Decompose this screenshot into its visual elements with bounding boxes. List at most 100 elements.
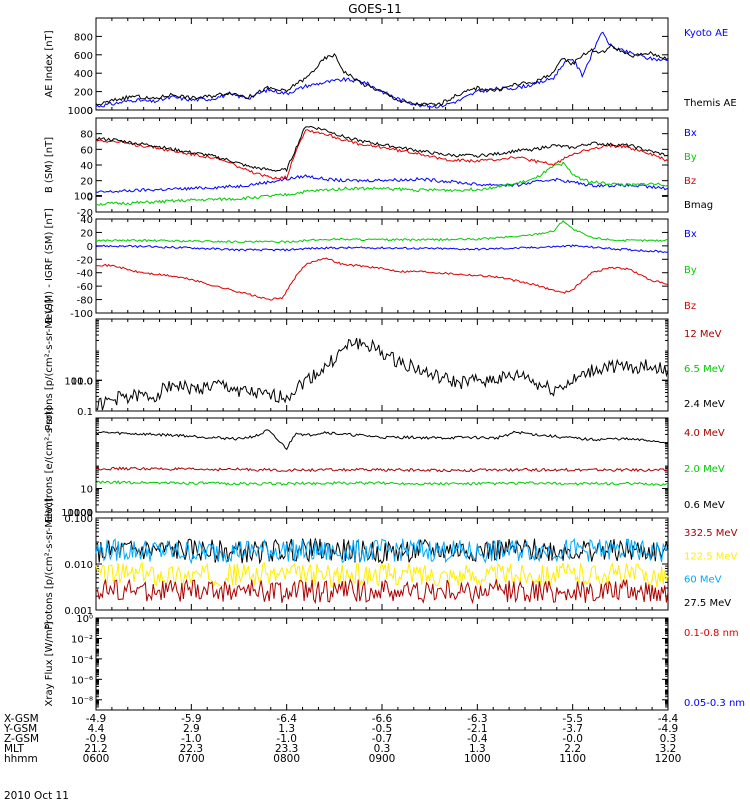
table-cell: -1.0	[276, 733, 297, 745]
legend-4-2: 0.6 MeV	[684, 500, 725, 511]
row-label-mlt: MLT	[4, 743, 24, 755]
legend-6-1: 0.05-0.3 nm	[684, 698, 745, 709]
table-cell: -6.3	[467, 713, 488, 725]
legend-5-0: 332.5 MeV	[684, 528, 738, 539]
panel-frame-3	[95, 318, 669, 412]
ytick-label-2-0: -100	[70, 309, 93, 320]
table-cell: 21.2	[84, 743, 108, 755]
ytick-label-1-2: 20	[80, 177, 93, 188]
legend-2-1: By	[684, 265, 697, 276]
legend-4-0: 4.0 MeV	[684, 428, 725, 439]
series-line-5-122-5-MeV	[95, 561, 669, 589]
table-cell: 22.3	[179, 743, 204, 755]
ytick-label-0-0: 0	[87, 106, 93, 117]
series-line-0-Kyoto-AE	[95, 31, 669, 109]
table-cell: 0900	[368, 753, 396, 765]
ytick-label-2-3: -40	[77, 269, 93, 280]
legend-1-2: Bz	[684, 176, 696, 187]
table-cell: 0.3	[659, 733, 677, 745]
series-line-0-Themis-AE	[95, 44, 669, 107]
series-line-1-By	[95, 161, 669, 206]
table-cell: 1.3	[468, 743, 486, 755]
ytick-label-2-1: -80	[77, 296, 93, 307]
table-cell: -4.9	[85, 713, 107, 725]
ylabel-1: B (SM) [nT]	[44, 137, 55, 193]
row-label-ygsm: Y-GSM	[4, 723, 38, 735]
legend-0-1: Themis AE	[683, 98, 737, 109]
series-line-5-332-5-MeV	[95, 577, 669, 605]
ytick-label-1-6: 100	[74, 192, 93, 203]
ytick-label-1-0: -20	[77, 208, 93, 219]
table-cell: 1.3	[278, 723, 296, 735]
ytick-label-0-5: 1000	[68, 106, 93, 117]
table-cell: 0700	[177, 753, 205, 765]
ytick-label-3-2: 10.0	[71, 376, 93, 387]
legend-3-1: 6.5 MeV	[684, 364, 725, 375]
series-line-2-By	[95, 219, 669, 244]
series-line-3-2-4-MeV	[95, 337, 669, 411]
series-line-4-4-0-MeV	[95, 466, 669, 473]
ytick-label-5-2: 0.100	[64, 514, 93, 525]
ytick-label-2-2: -60	[77, 282, 93, 293]
legend-6-0: 0.1-0.8 nm	[684, 628, 739, 639]
legend-0-0: Kyoto AE	[684, 28, 728, 39]
ytick-label-5-1: 0.010	[64, 560, 93, 571]
date-label: 2010 Oct 11	[4, 790, 69, 802]
ytick-label-6-1: 10⁻⁶	[71, 675, 93, 686]
legend-5-3: 27.5 MeV	[684, 598, 731, 609]
ytick-label-2-6: 20	[80, 228, 93, 239]
chart-title: GOES-11	[348, 2, 402, 16]
table-cell: 23.3	[274, 743, 299, 755]
table-cell: -4.9	[657, 723, 679, 735]
ytick-label-4-4: 10000	[61, 508, 93, 519]
ytick-label-1-5: 80	[80, 130, 93, 141]
series-line-1-Bmag	[95, 125, 669, 173]
ylabel-5: Protons [p/(cm²-s-sr-MeV)]	[44, 498, 55, 630]
table-cell: -0.9	[85, 733, 107, 745]
series-line-4-0-6-MeV	[95, 429, 669, 451]
series-line-2-Bx	[95, 244, 669, 254]
ylabel-0: AE Index [nT]	[44, 30, 55, 97]
ytick-label-3-0: 0.1	[77, 407, 93, 418]
table-cell: -0.7	[371, 733, 393, 745]
ytick-label-5-0: 0.001	[64, 606, 93, 617]
table-cell: -6.6	[371, 713, 393, 725]
ytick-label-0-4: 800	[74, 32, 93, 43]
ytick-label-4-1: 10	[80, 485, 93, 496]
table-cell: 2.9	[182, 723, 200, 735]
series-line-4-2-0-MeV	[95, 480, 669, 486]
ylabel-4: Electrons [e/(cm²-s-sr)]	[44, 407, 55, 523]
ytick-label-0-3: 600	[74, 51, 93, 62]
ytick-label-4-2: 100	[74, 508, 93, 519]
table-cell: 3.2	[659, 743, 677, 755]
table-cell: -5.5	[562, 713, 583, 725]
table-cell: 4.4	[87, 723, 105, 735]
ytick-label-0-2: 400	[74, 69, 93, 80]
orbit-position-table: X-GSM Y-GSM Z-GSM MLT hhmm -4.9 -5.9 -6.4 -…	[0, 713, 750, 802]
ylabel-3: Protons [p/(cm²-s-sr-MeV)]	[44, 299, 55, 431]
table-cell: -2.1	[467, 723, 488, 735]
legend-5-1: 122.5 MeV	[684, 551, 738, 562]
ytick-label-6-0: 10⁻⁸	[71, 696, 93, 707]
table-cell: -0.5	[371, 723, 393, 735]
legend-4-1: 2.0 MeV	[684, 464, 725, 475]
ytick-label-4-3: 1000	[68, 508, 93, 519]
panel-frame-6	[95, 617, 669, 711]
panel-frame-4	[95, 417, 669, 513]
panel-frame-1	[95, 117, 669, 213]
table-cell: -1.0	[181, 733, 202, 745]
ytick-label-2-4: -20	[77, 255, 93, 266]
legend-2-2: Bz	[684, 301, 696, 312]
panel-frame-0	[95, 17, 669, 111]
table-cell: -4.4	[657, 713, 679, 725]
row-label-zgsm: Z-GSM	[4, 733, 40, 745]
series-line-5-60-MeV	[95, 537, 669, 565]
table-cell: 0.3	[373, 743, 391, 755]
ytick-label-1-4: 60	[80, 145, 93, 156]
ytick-label-3-1: 1.0	[77, 376, 93, 387]
table-cell: 1100	[559, 753, 587, 765]
ytick-label-1-1: 0	[87, 192, 93, 203]
legend-1-1: By	[684, 152, 697, 163]
series-line-1-Bx	[95, 174, 669, 193]
table-cell: 2.2	[564, 743, 582, 755]
